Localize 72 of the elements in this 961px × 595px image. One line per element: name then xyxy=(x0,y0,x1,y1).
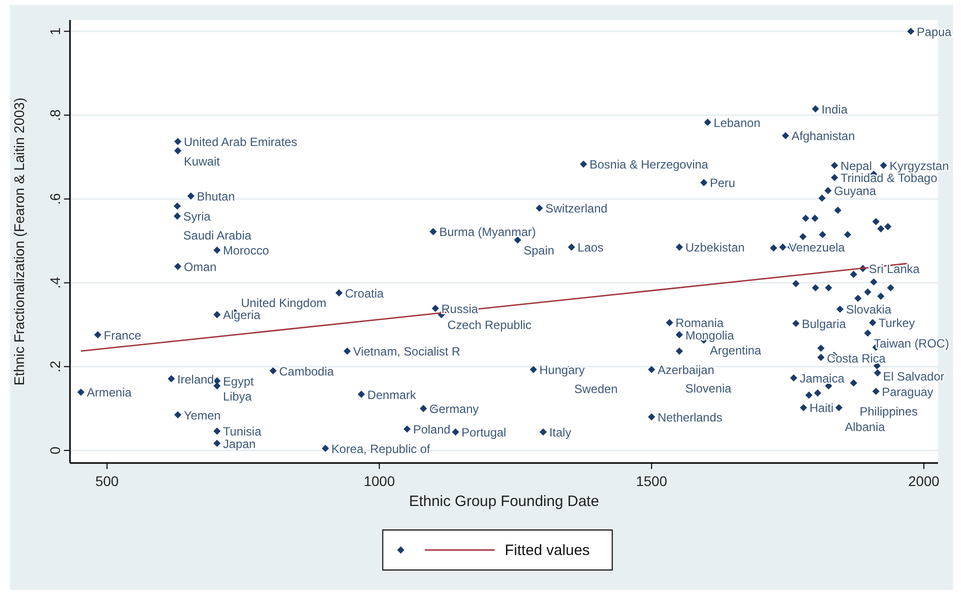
y-tick-label: .8 xyxy=(47,109,63,121)
annotation: Oman xyxy=(184,260,217,274)
annotation: France xyxy=(104,328,142,342)
annotation: Egypt xyxy=(223,374,254,388)
annotation: Albania xyxy=(844,420,886,434)
annotation: United Arab Emirates xyxy=(184,135,298,150)
annotation: Bosnia & Herzegovina xyxy=(590,158,709,172)
y-tick-label: 1 xyxy=(47,27,63,36)
x-axis-title: Ethnic Group Founding Date xyxy=(408,493,600,510)
annotation: Taiwan (ROC) xyxy=(874,336,950,351)
annotation: India xyxy=(821,102,848,116)
x-tick-label: 2000 xyxy=(908,473,940,489)
annotation: Czech Republic xyxy=(447,318,532,332)
annotation: Laos xyxy=(578,240,604,255)
annotation: Algeria xyxy=(223,308,261,322)
legend-label: Fitted values xyxy=(504,542,590,559)
y-tick-label: .2 xyxy=(47,360,63,372)
annotation: Bulgaria xyxy=(802,316,846,331)
annotation: Uzbekistan xyxy=(685,240,745,255)
annotation: Turkey xyxy=(878,316,915,330)
annotation: Switzerland xyxy=(545,202,608,216)
annotation: Poland xyxy=(413,422,450,437)
annotation: Jamaica xyxy=(800,371,845,386)
annotation: Morocco xyxy=(223,244,270,258)
annotation: Saudi Arabia xyxy=(183,228,252,243)
annotation: Kyrgyzstan xyxy=(890,158,949,173)
annotation: Costa Rica xyxy=(826,352,886,366)
annotation: Sweden xyxy=(574,382,618,396)
annotation: Spain xyxy=(524,244,554,258)
annotation: Paraguay xyxy=(882,384,934,399)
annotation: Haiti xyxy=(810,401,834,416)
annotation: Japan xyxy=(223,436,256,451)
x-tick-label: 1500 xyxy=(636,473,668,489)
annotation: Mongolia xyxy=(685,328,734,342)
annotation: Burma (Myanmar) xyxy=(439,225,536,240)
annotation: Nepal xyxy=(840,158,872,173)
annotation: Tunisia xyxy=(223,424,262,439)
annotation: Lebanon xyxy=(714,116,760,130)
annotation: Netherlands xyxy=(658,410,722,424)
annotation: Papua xyxy=(916,24,952,39)
annotation: Argentina xyxy=(710,344,762,358)
annotation: Trinidad & Tobago xyxy=(840,171,938,186)
annotation: El Salvador xyxy=(883,369,944,384)
annotation: Denmark xyxy=(367,388,418,402)
annotation: Yemen xyxy=(184,408,221,422)
annotation: Kuwait xyxy=(184,154,221,168)
annotation: Cambodia xyxy=(279,364,334,378)
annotation: Korea, Republic of xyxy=(331,442,431,456)
annotation: Slovenia xyxy=(685,382,732,396)
annotation: Italy xyxy=(549,425,572,440)
y-axis-title: Ethnic Fractionalization (Fearon & Laitin 2003) xyxy=(11,98,27,386)
annotation: Romania xyxy=(676,316,724,330)
annotation: Peru xyxy=(710,176,736,190)
annotation: Azerbaijan xyxy=(658,363,714,378)
annotation: Armenia xyxy=(86,386,132,400)
x-tick-label: 1000 xyxy=(364,473,396,489)
y-tick-label: .6 xyxy=(47,192,63,205)
annotation: Philippines xyxy=(860,404,918,418)
annotation: Slovakia xyxy=(846,302,892,317)
y-tick-label: 0 xyxy=(47,446,63,454)
annotation: Syria xyxy=(183,210,211,224)
annotation: United Kingdom xyxy=(240,296,326,310)
annotation: Portugal xyxy=(462,425,506,440)
annotation: Bhutan xyxy=(196,190,235,204)
annotation: Vietnam, Socialist R xyxy=(353,344,461,359)
annotation: Croatia xyxy=(345,286,384,300)
y-tick-label: .4 xyxy=(47,276,63,289)
annotation: Libya xyxy=(223,389,252,404)
annotation: Afghanistan xyxy=(792,129,855,144)
annotation: Guyana xyxy=(834,184,876,198)
annotation: Ireland xyxy=(177,372,214,386)
x-tick-label: 500 xyxy=(95,473,119,489)
